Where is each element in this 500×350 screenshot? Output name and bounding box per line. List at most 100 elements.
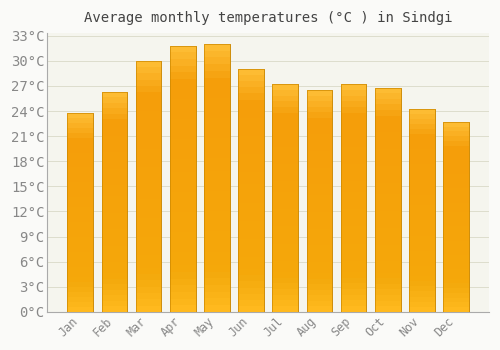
Bar <box>375 88 400 93</box>
Bar <box>306 179 332 184</box>
Bar <box>340 124 366 130</box>
Bar <box>170 179 196 186</box>
Bar <box>306 184 332 190</box>
Bar <box>272 215 298 221</box>
Bar <box>238 281 264 288</box>
Bar <box>375 166 400 172</box>
Bar <box>136 98 162 105</box>
Bar <box>375 273 400 278</box>
Bar <box>204 44 230 312</box>
Bar <box>238 294 264 300</box>
Bar <box>443 193 469 198</box>
Bar <box>306 229 332 234</box>
Bar <box>136 111 162 117</box>
Bar <box>272 113 298 118</box>
Bar <box>102 185 127 191</box>
Bar <box>238 288 264 294</box>
Bar <box>375 149 400 155</box>
Bar <box>68 177 93 182</box>
Bar <box>238 233 264 239</box>
Bar <box>136 168 162 174</box>
Bar <box>409 261 434 266</box>
Bar <box>375 301 400 306</box>
Bar <box>340 84 366 90</box>
Bar <box>204 231 230 238</box>
Bar <box>68 167 93 173</box>
Bar <box>136 186 162 193</box>
Bar <box>238 93 264 99</box>
Bar <box>306 156 332 162</box>
Bar <box>340 306 366 312</box>
Bar <box>340 272 366 278</box>
Bar <box>443 150 469 155</box>
Bar <box>340 232 366 238</box>
Bar <box>375 267 400 273</box>
Bar <box>136 105 162 111</box>
Bar <box>68 193 93 197</box>
Bar <box>272 238 298 244</box>
Bar <box>409 169 434 175</box>
Bar <box>340 130 366 135</box>
Bar <box>375 289 400 295</box>
Bar <box>68 297 93 302</box>
Bar <box>170 232 196 239</box>
Bar <box>68 227 93 232</box>
Bar <box>102 169 127 174</box>
Bar <box>375 132 400 138</box>
Bar <box>306 118 332 123</box>
Bar <box>204 171 230 178</box>
Bar <box>443 179 469 184</box>
Bar <box>102 224 127 229</box>
Bar <box>409 190 434 195</box>
Bar <box>238 251 264 257</box>
Bar <box>102 158 127 163</box>
Bar <box>102 130 127 136</box>
Bar <box>409 195 434 200</box>
Bar <box>238 215 264 221</box>
Bar <box>238 69 264 312</box>
Bar <box>68 138 93 142</box>
Bar <box>136 155 162 161</box>
Bar <box>102 147 127 152</box>
Bar <box>443 274 469 279</box>
Bar <box>238 142 264 148</box>
Bar <box>170 219 196 225</box>
Bar <box>204 211 230 218</box>
Bar <box>306 96 332 101</box>
Bar <box>306 129 332 134</box>
Bar <box>340 107 366 113</box>
Bar <box>170 172 196 179</box>
Bar <box>238 148 264 154</box>
Bar <box>375 160 400 166</box>
Bar <box>102 191 127 196</box>
Bar <box>443 122 469 312</box>
Bar <box>340 164 366 170</box>
Bar <box>443 302 469 307</box>
Bar <box>375 205 400 211</box>
Bar <box>68 212 93 217</box>
Bar <box>204 145 230 151</box>
Bar <box>238 306 264 312</box>
Bar <box>204 91 230 98</box>
Bar <box>204 51 230 57</box>
Bar <box>272 147 298 153</box>
Bar <box>375 284 400 289</box>
Bar <box>102 136 127 141</box>
Bar <box>136 243 162 249</box>
Bar <box>238 81 264 88</box>
Bar <box>443 288 469 293</box>
Bar <box>409 276 434 281</box>
Bar <box>340 158 366 164</box>
Bar <box>340 255 366 261</box>
Bar <box>409 159 434 164</box>
Bar <box>238 300 264 306</box>
Bar <box>204 164 230 171</box>
Bar <box>102 257 127 262</box>
Bar <box>306 112 332 118</box>
Bar <box>272 272 298 278</box>
Bar <box>375 144 400 149</box>
Bar <box>68 128 93 133</box>
Bar <box>204 151 230 158</box>
Bar <box>443 293 469 298</box>
Bar <box>102 229 127 235</box>
